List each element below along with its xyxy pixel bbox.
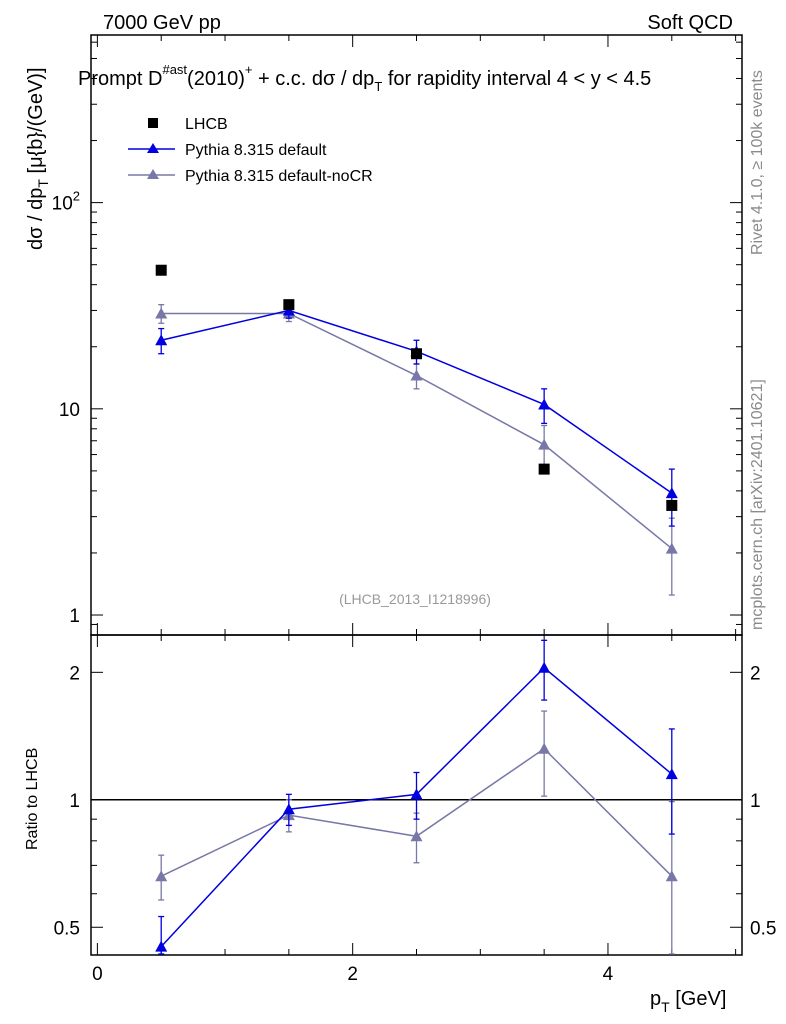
title-subscript: T	[374, 79, 382, 94]
title-prefix: Prompt D	[78, 68, 162, 90]
lhcb-data-point	[666, 499, 678, 511]
pythia-default-point	[155, 334, 168, 346]
pythia-default-point	[538, 398, 551, 410]
category-label: Soft QCD	[647, 12, 733, 34]
title-middle: (2010)	[187, 68, 245, 90]
ratio-pythia-default-point	[538, 661, 551, 673]
title-superscript: #ast	[162, 62, 187, 77]
pythia-default-line	[161, 309, 673, 494]
legend-label-nocr: Pythia 8.315 default-noCR	[185, 168, 373, 185]
pythia-default-nocr-point	[538, 438, 551, 450]
ratio-pythia-default-point	[155, 940, 168, 952]
lhcb-data-point	[155, 264, 167, 276]
pythia-default-nocr-point	[410, 369, 423, 381]
x-label-main: p	[650, 988, 661, 1010]
main-y-axis-label: dσ / dpT [μ{b}/(GeV)]	[25, 67, 51, 250]
y-label-main: dσ / dp	[25, 188, 47, 250]
lhcb-data-point	[538, 463, 550, 475]
y-tick-label: 1	[69, 606, 80, 627]
legend-marker-lhcb	[148, 118, 158, 128]
ratio-pythia-default-point	[665, 768, 678, 780]
pythia-default-nocr-point	[665, 542, 678, 554]
x-tick-label: 4	[603, 964, 614, 985]
mcplots-label: mcplots.cern.ch [arXiv:2401.10621]	[749, 379, 766, 630]
legend: LHCB Pythia 8.315 default Pythia 8.315 d…	[128, 116, 373, 185]
energy-label: 7000 GeV pp	[103, 12, 221, 34]
ratio-data	[155, 639, 678, 955]
ratio-y-tick-label-right: 2	[750, 663, 761, 684]
rivet-label: Rivet 4.1.0, ≥ 100k events	[749, 70, 766, 255]
x-label-tail: [GeV]	[670, 988, 727, 1010]
plot-title: Prompt D#ast(2010)+ + c.c. dσ / dpT for …	[78, 62, 651, 94]
main-data	[155, 264, 678, 596]
ratio-y-tick-label: 1	[69, 791, 80, 812]
ratio-pythia-default-nocr-point	[538, 742, 551, 754]
ratio-pythia-default-point	[410, 788, 423, 800]
x-axis-label: pT [GeV]	[650, 988, 726, 1015]
lhcb-data-point	[283, 299, 295, 311]
ratio-pythia-default-nocr-point	[155, 870, 168, 882]
y-tick-label-exponent: 2	[73, 189, 80, 204]
y-tick-label: 10	[59, 400, 80, 421]
legend-label-lhcb: LHCB	[185, 116, 228, 133]
title-suffix: + c.c. dσ / dp	[252, 68, 374, 90]
y-tick-label: 102	[52, 189, 80, 215]
ratio-pythia-default-nocr-point	[665, 870, 678, 882]
ratio-y-tick-label: 2	[69, 663, 80, 684]
y-label-sub: T	[35, 179, 51, 188]
ratio-pythia-default-point	[282, 803, 295, 815]
ratio-y-tick-label-right: 1	[750, 791, 761, 812]
x-tick-label: 2	[347, 964, 358, 985]
y-label-tail: [μ{b}/(GeV)]	[25, 67, 47, 179]
pythia-default-nocr-point	[155, 307, 168, 319]
lhcb-data-point	[411, 348, 422, 360]
ratio-y-axis-label: Ratio to LHCB	[24, 748, 41, 850]
legend-marker-default	[147, 143, 159, 153]
title-tail: for rapidity interval 4 < y < 4.5	[382, 68, 651, 90]
ratio-y-tick-label: 0.5	[54, 918, 80, 939]
x-tick-label: 0	[92, 964, 103, 985]
analysis-id: (LHCB_2013_I1218996)	[339, 591, 491, 607]
pythia-default-point	[665, 487, 678, 499]
legend-label-default: Pythia 8.315 default	[185, 142, 327, 159]
ratio-axes: 0.5 0.5 1 1 2 2 0 2 4	[54, 635, 776, 985]
ratio-pythia-default-nocr-point	[410, 830, 423, 842]
legend-marker-nocr	[147, 169, 159, 179]
title-charge: +	[245, 62, 253, 77]
x-label-sub: T	[661, 999, 670, 1015]
ratio-y-tick-label-right: 0.5	[750, 918, 776, 939]
